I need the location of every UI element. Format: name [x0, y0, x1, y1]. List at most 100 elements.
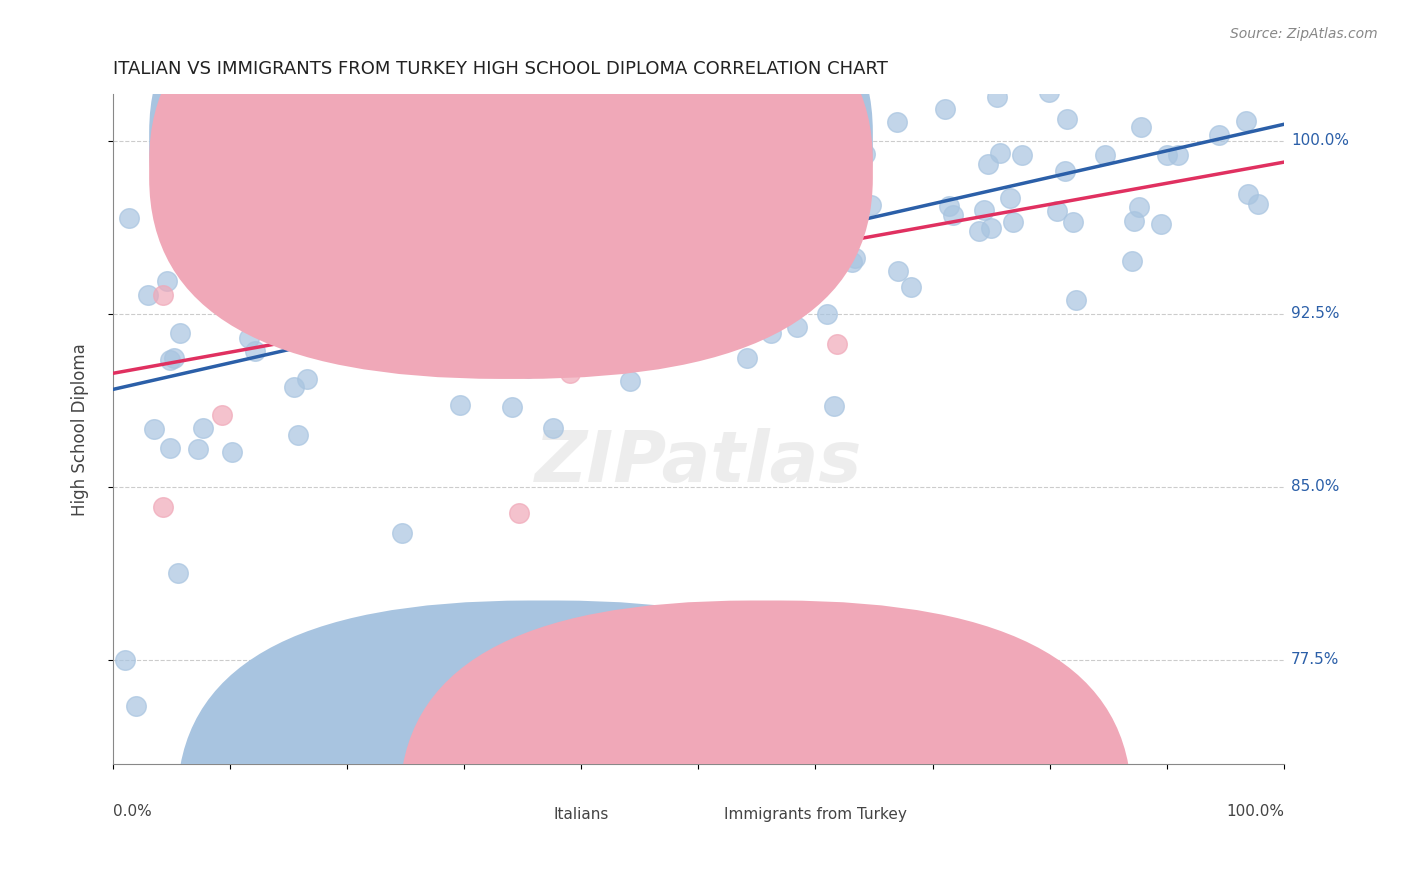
- Point: [1128, 200, 1150, 214]
- Point: [1156, 147, 1178, 161]
- Point: [458, 318, 481, 332]
- Point: [998, 191, 1021, 205]
- Point: [371, 280, 394, 294]
- Y-axis label: High School Diploma: High School Diploma: [72, 343, 89, 516]
- Point: [1064, 293, 1087, 307]
- FancyBboxPatch shape: [149, 0, 873, 379]
- Point: [1121, 254, 1143, 268]
- Point: [479, 203, 502, 218]
- Point: [754, 269, 776, 284]
- Point: [215, 257, 238, 271]
- Point: [711, 212, 734, 227]
- Point: [560, 366, 582, 380]
- Point: [759, 326, 782, 340]
- Point: [405, 321, 427, 335]
- Point: [458, 189, 481, 203]
- Point: [399, 285, 422, 299]
- Point: [191, 421, 214, 435]
- Point: [853, 146, 876, 161]
- Point: [486, 321, 509, 335]
- Point: [938, 199, 960, 213]
- Point: [217, 293, 239, 307]
- Point: [449, 398, 471, 412]
- Point: [554, 321, 576, 335]
- Point: [803, 260, 825, 275]
- Point: [114, 653, 136, 667]
- Point: [742, 270, 765, 285]
- Point: [501, 400, 523, 414]
- Point: [610, 193, 633, 207]
- Point: [1208, 128, 1230, 142]
- Text: 100.0%: 100.0%: [1226, 804, 1284, 819]
- Point: [620, 135, 643, 149]
- Text: R =  0.561   N = 135: R = 0.561 N = 135: [529, 130, 688, 145]
- Point: [1237, 187, 1260, 202]
- Text: 0.0%: 0.0%: [112, 804, 152, 819]
- Point: [319, 337, 342, 351]
- Point: [702, 169, 724, 183]
- Point: [679, 331, 702, 345]
- Point: [758, 303, 780, 318]
- Point: [391, 526, 413, 541]
- Point: [887, 264, 910, 278]
- Point: [172, 256, 194, 270]
- Point: [1001, 215, 1024, 229]
- Point: [682, 161, 704, 175]
- Point: [494, 296, 516, 310]
- Point: [1056, 112, 1078, 127]
- Point: [655, 269, 678, 284]
- Point: [508, 506, 530, 520]
- Point: [340, 291, 363, 305]
- Point: [541, 421, 564, 435]
- Point: [159, 442, 181, 456]
- Point: [859, 198, 882, 212]
- Point: [301, 267, 323, 281]
- Point: [453, 350, 475, 364]
- Point: [314, 187, 336, 202]
- Point: [1053, 164, 1076, 178]
- Point: [702, 239, 724, 253]
- Point: [167, 566, 190, 580]
- Text: R =  0.540   N =  22: R = 0.540 N = 22: [529, 160, 682, 174]
- Point: [817, 307, 839, 321]
- Point: [783, 238, 806, 252]
- Point: [697, 244, 720, 258]
- Point: [308, 302, 330, 317]
- Point: [658, 155, 681, 169]
- Text: Immigrants from Turkey: Immigrants from Turkey: [724, 807, 907, 822]
- Point: [592, 162, 614, 177]
- FancyBboxPatch shape: [482, 118, 751, 188]
- Point: [374, 349, 396, 363]
- Point: [269, 245, 291, 260]
- Point: [710, 292, 733, 306]
- Point: [1062, 215, 1084, 229]
- Point: [685, 250, 707, 264]
- Point: [1097, 51, 1119, 65]
- Point: [1046, 203, 1069, 218]
- Point: [163, 351, 186, 365]
- Point: [169, 326, 191, 341]
- Point: [1038, 86, 1060, 100]
- Point: [342, 338, 364, 352]
- Point: [727, 139, 749, 153]
- Point: [1247, 197, 1270, 211]
- Point: [967, 224, 990, 238]
- Point: [1123, 214, 1146, 228]
- Point: [647, 337, 669, 351]
- Point: [1011, 147, 1033, 161]
- Point: [652, 271, 675, 285]
- Point: [152, 500, 174, 514]
- Point: [152, 288, 174, 302]
- Point: [464, 326, 486, 340]
- Point: [800, 285, 823, 300]
- Point: [776, 148, 799, 162]
- Point: [364, 323, 387, 337]
- Point: [832, 47, 855, 62]
- Point: [619, 374, 641, 388]
- Point: [703, 219, 725, 233]
- Point: [637, 157, 659, 171]
- Point: [450, 332, 472, 346]
- Point: [159, 352, 181, 367]
- Point: [238, 330, 260, 344]
- Text: ITALIAN VS IMMIGRANTS FROM TURKEY HIGH SCHOOL DIPLOMA CORRELATION CHART: ITALIAN VS IMMIGRANTS FROM TURKEY HIGH S…: [112, 60, 887, 78]
